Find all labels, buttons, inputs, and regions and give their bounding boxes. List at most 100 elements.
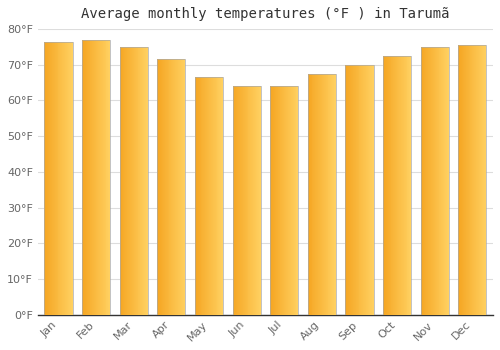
- Bar: [140, 47, 141, 315]
- Bar: [106, 40, 108, 315]
- Bar: [46, 42, 47, 315]
- Bar: [353, 65, 354, 315]
- Bar: [240, 86, 241, 315]
- Bar: [104, 40, 106, 315]
- Bar: [366, 65, 367, 315]
- Bar: [332, 74, 333, 315]
- Bar: [178, 60, 179, 315]
- Bar: [83, 40, 84, 315]
- Bar: [431, 47, 432, 315]
- Bar: [64, 42, 65, 315]
- Bar: [62, 42, 63, 315]
- Bar: [433, 47, 434, 315]
- Bar: [482, 45, 484, 315]
- Bar: [398, 56, 399, 315]
- Bar: [158, 60, 159, 315]
- Bar: [383, 56, 411, 315]
- Bar: [48, 42, 49, 315]
- Bar: [205, 77, 206, 315]
- Bar: [52, 42, 53, 315]
- Bar: [142, 47, 143, 315]
- Bar: [200, 77, 202, 315]
- Bar: [397, 56, 398, 315]
- Bar: [402, 56, 403, 315]
- Bar: [70, 42, 72, 315]
- Bar: [326, 74, 328, 315]
- Bar: [334, 74, 335, 315]
- Bar: [480, 45, 481, 315]
- Bar: [259, 86, 260, 315]
- Bar: [458, 45, 486, 315]
- Bar: [85, 40, 86, 315]
- Bar: [255, 86, 256, 315]
- Bar: [354, 65, 355, 315]
- Bar: [430, 47, 431, 315]
- Bar: [94, 40, 95, 315]
- Bar: [130, 47, 131, 315]
- Bar: [314, 74, 316, 315]
- Bar: [163, 60, 164, 315]
- Bar: [237, 86, 238, 315]
- Bar: [131, 47, 132, 315]
- Bar: [472, 45, 474, 315]
- Bar: [53, 42, 54, 315]
- Bar: [209, 77, 210, 315]
- Bar: [44, 42, 72, 315]
- Bar: [146, 47, 147, 315]
- Bar: [220, 77, 221, 315]
- Bar: [446, 47, 447, 315]
- Bar: [470, 45, 472, 315]
- Bar: [218, 77, 220, 315]
- Bar: [448, 47, 449, 315]
- Bar: [289, 86, 290, 315]
- Bar: [328, 74, 330, 315]
- Bar: [147, 47, 148, 315]
- Bar: [162, 60, 163, 315]
- Bar: [319, 74, 320, 315]
- Bar: [214, 77, 216, 315]
- Bar: [210, 77, 211, 315]
- Bar: [370, 65, 371, 315]
- Bar: [400, 56, 401, 315]
- Bar: [460, 45, 461, 315]
- Bar: [211, 77, 212, 315]
- Bar: [239, 86, 240, 315]
- Bar: [401, 56, 402, 315]
- Bar: [278, 86, 280, 315]
- Bar: [92, 40, 94, 315]
- Bar: [221, 77, 222, 315]
- Bar: [296, 86, 298, 315]
- Bar: [47, 42, 48, 315]
- Bar: [461, 45, 462, 315]
- Bar: [317, 74, 318, 315]
- Bar: [120, 47, 148, 315]
- Bar: [310, 74, 312, 315]
- Bar: [138, 47, 140, 315]
- Bar: [318, 74, 319, 315]
- Bar: [323, 74, 324, 315]
- Bar: [290, 86, 291, 315]
- Title: Average monthly temperatures (°F ) in Tarumã: Average monthly temperatures (°F ) in Ta…: [81, 7, 450, 21]
- Bar: [128, 47, 129, 315]
- Bar: [143, 47, 144, 315]
- Bar: [286, 86, 287, 315]
- Bar: [164, 60, 165, 315]
- Bar: [51, 42, 52, 315]
- Bar: [145, 47, 146, 315]
- Bar: [276, 86, 278, 315]
- Bar: [122, 47, 124, 315]
- Bar: [392, 56, 394, 315]
- Bar: [108, 40, 110, 315]
- Bar: [67, 42, 68, 315]
- Bar: [367, 65, 368, 315]
- Bar: [478, 45, 479, 315]
- Bar: [134, 47, 136, 315]
- Bar: [320, 74, 321, 315]
- Bar: [364, 65, 365, 315]
- Bar: [440, 47, 442, 315]
- Bar: [288, 86, 289, 315]
- Bar: [202, 77, 203, 315]
- Bar: [271, 86, 272, 315]
- Bar: [86, 40, 88, 315]
- Bar: [362, 65, 364, 315]
